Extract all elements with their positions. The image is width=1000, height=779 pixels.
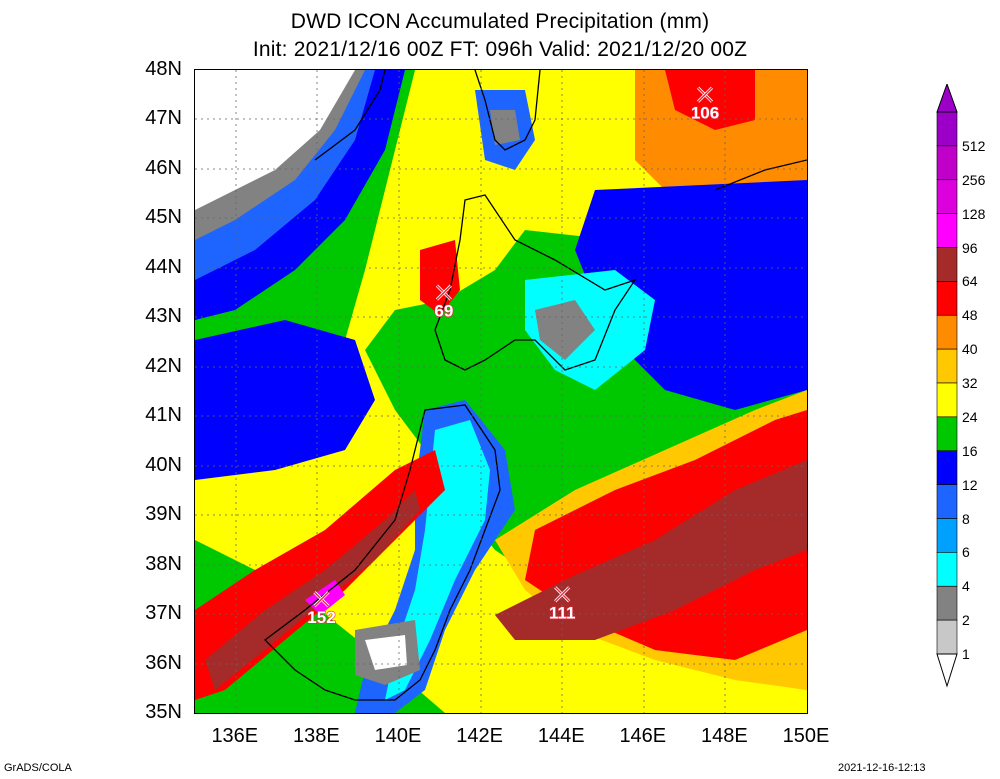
- lat-label: 46N: [145, 156, 182, 179]
- map-subtitle: Init: 2021/12/16 00Z FT: 096h Valid: 202…: [252, 38, 748, 61]
- colorbar-label: 256: [962, 171, 986, 188]
- footer-timestamp: 2021-12-16-12:13: [838, 762, 926, 774]
- lat-label: 38N: [145, 552, 182, 575]
- lat-label: 43N: [145, 305, 182, 328]
- lat-label: 41N: [145, 404, 182, 427]
- precip-maximum-value: 152: [307, 608, 335, 627]
- lon-label: 142E: [456, 725, 503, 747]
- colorbar-label: 40: [962, 341, 978, 358]
- colorbar-label: 48: [962, 307, 978, 324]
- lon-label: 140E: [374, 725, 422, 747]
- maxima-markers: 106 69 152 111: [307, 86, 720, 628]
- colorbar-swatch: [936, 382, 958, 418]
- coastline-kurils: [714, 159, 807, 191]
- lon-label: 144E: [537, 725, 585, 747]
- coastline-asia: [314, 70, 386, 161]
- coastline-sakhalin: [474, 70, 541, 151]
- lat-label: 35N: [145, 701, 182, 723]
- colorbar-swatch: [936, 247, 958, 282]
- colorbar-swatch: [936, 619, 958, 655]
- colorbar-swatch: [936, 179, 958, 214]
- lat-label: 47N: [145, 107, 182, 130]
- colorbar-label: 128: [962, 205, 986, 222]
- colorbar-label: 8: [962, 510, 970, 527]
- lon-label: 148E: [701, 725, 748, 747]
- precip-maximum-value: 106: [691, 104, 719, 123]
- precip-band-48-64-hokkaido-w: [420, 240, 460, 315]
- lat-label: 39N: [145, 503, 182, 526]
- colorbar-swatch: [936, 145, 958, 181]
- no-precip-area-nw: [195, 70, 355, 210]
- no-precip-area-kanto: [365, 635, 407, 670]
- colorbar: [936, 84, 958, 688]
- lon-label: 146E: [619, 725, 667, 747]
- precip-maximum-value: 69: [434, 302, 453, 321]
- colorbar-label: 4: [962, 578, 970, 595]
- colorbar-swatch: [936, 484, 958, 519]
- lat-label: 36N: [145, 651, 182, 674]
- lat-label: 42N: [145, 354, 182, 377]
- precip-band-64-96-se: [495, 460, 807, 640]
- colorbar-swatch: [936, 518, 958, 553]
- lon-label: 136E: [211, 725, 259, 747]
- colorbar-label: 16: [962, 442, 978, 459]
- precip-band-2-4-sakhalin: [490, 110, 520, 145]
- colorbar-swatch: [936, 450, 958, 485]
- colorbar-label: 512: [962, 137, 986, 154]
- lat-label: 45N: [145, 206, 182, 229]
- colorbar-swatch: [936, 416, 958, 452]
- colorbar-swatch: [936, 213, 958, 248]
- colorbar-label: 24: [962, 408, 978, 425]
- colorbar-label: 2: [962, 612, 970, 629]
- precip-maximum-marker: 69: [434, 284, 454, 321]
- precip-band-12-16-w: [195, 320, 375, 480]
- precip-maximum-value: 111: [549, 603, 576, 622]
- colorbar-swatch: [936, 281, 958, 316]
- colorbar-swatch: [936, 585, 958, 621]
- precip-band-64-96-w: [205, 490, 420, 690]
- colorbar-swatch: [936, 314, 958, 350]
- colorbar-label: 64: [962, 273, 978, 290]
- map-title: DWD ICON Accumulated Precipitation (mm): [290, 10, 710, 33]
- colorbar-label: 1: [962, 646, 970, 662]
- lat-label: 44N: [145, 255, 182, 278]
- colorbar-label: 32: [962, 375, 978, 391]
- footer-software-credit: GrADS/COLA: [4, 762, 72, 774]
- coastline-hokkaido: [434, 194, 637, 371]
- colorbar-swatch: [936, 111, 958, 147]
- precip-band-2-4-hokkaido: [535, 300, 595, 360]
- lat-label: 48N: [145, 58, 182, 80]
- lat-label: 37N: [145, 602, 182, 625]
- colorbar-label: 6: [962, 544, 970, 561]
- lon-label: 150E: [782, 725, 830, 747]
- colorbar-swatch: [936, 552, 958, 587]
- lon-label: 138E: [293, 725, 340, 747]
- precip-maximum-marker: 152: [307, 591, 336, 628]
- coastline-honshu: [264, 404, 501, 701]
- colorbar-label: 96: [962, 239, 978, 256]
- precipitation-map: 106 69 152 111: [194, 69, 808, 714]
- precip-maximum-marker: 106: [690, 86, 720, 123]
- lat-label: 40N: [145, 453, 182, 476]
- colorbar-label: 12: [962, 476, 978, 493]
- colorbar-swatch: [936, 348, 958, 384]
- precip-maximum-marker: 111: [548, 586, 576, 623]
